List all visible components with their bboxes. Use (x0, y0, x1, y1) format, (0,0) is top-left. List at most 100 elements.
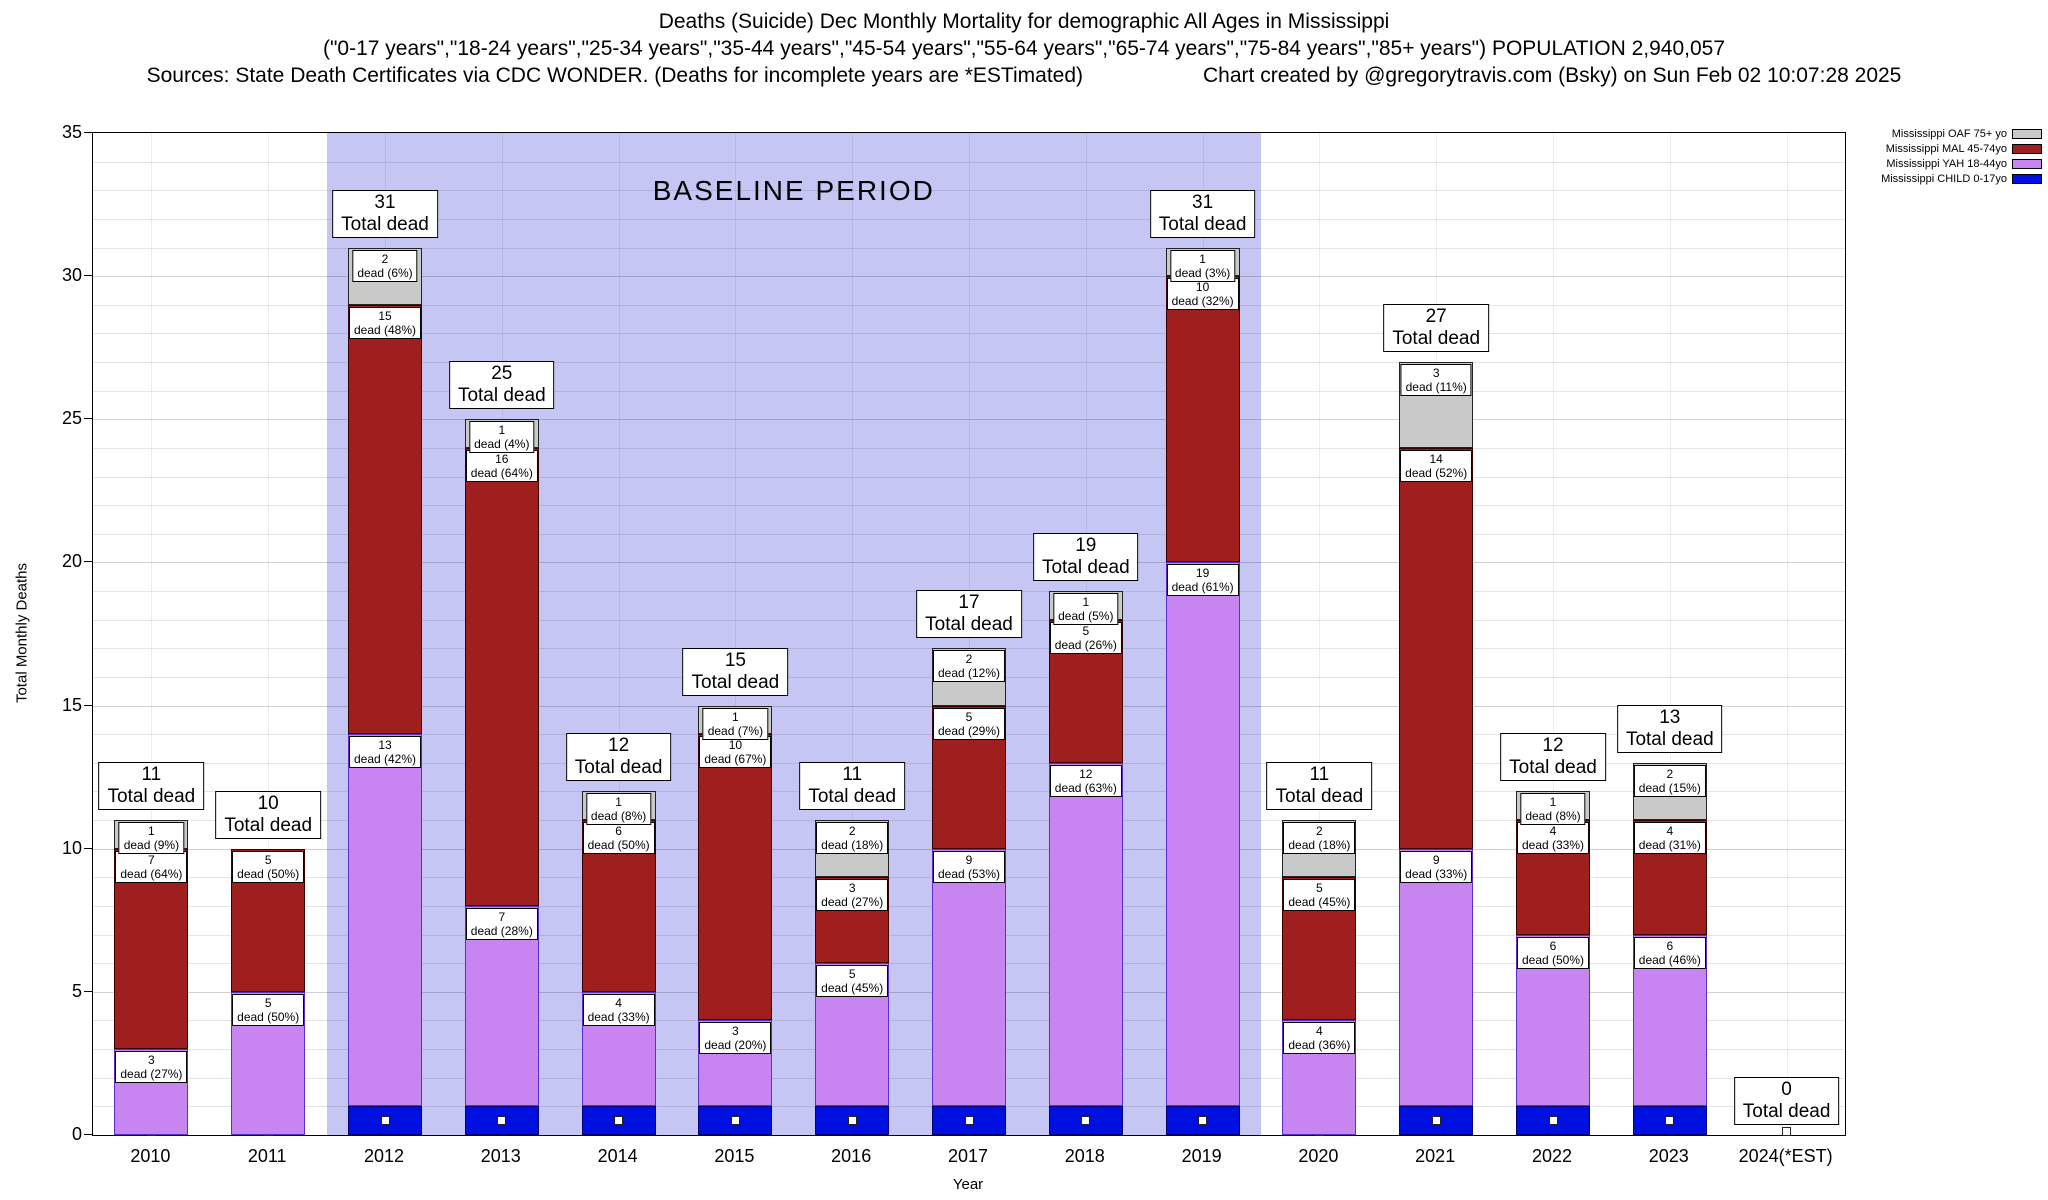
bar-segment (1165, 276, 1240, 563)
chart-sources-note: Sources: State Death Certificates via CD… (146, 64, 1084, 87)
x-axis-tick-label: 2012 (363, 1146, 405, 1166)
segment-label: 4 dead (36%) (1283, 1022, 1356, 1055)
segment-label: 1 dead (8%) (585, 793, 652, 826)
legend-item: Mississippi CHILD 0-17yo (1881, 173, 2042, 185)
y-axis-tick-label: 30 (61, 265, 82, 286)
segment-label: 3 dead (11%) (1400, 364, 1472, 397)
segment-label: 7 dead (64%) (115, 850, 188, 883)
segment-label: 5 dead (26%) (1049, 621, 1122, 654)
bar-segment (1399, 848, 1474, 1107)
bar-segment (348, 734, 422, 1107)
segment-label: 1 dead (7%) (702, 707, 769, 740)
data-point-marker (1081, 1116, 1091, 1126)
data-point-marker (1665, 1116, 1675, 1126)
segment-label: 12 dead (63%) (1049, 764, 1122, 797)
gridline-horizontal (93, 505, 1845, 507)
total-dead-label: 11 Total dead (799, 762, 906, 811)
x-axis-tick-label: 2021 (1415, 1146, 1456, 1166)
data-point-marker (730, 1116, 740, 1126)
gridline-vertical (618, 133, 620, 1135)
segment-label: 5 dead (50%) (232, 993, 305, 1026)
y-axis-tick-label: 15 (61, 694, 82, 715)
gridline-horizontal (93, 161, 1845, 163)
x-axis-tick-label: 2020 (1298, 1146, 1339, 1166)
data-point-marker (847, 1116, 857, 1126)
segment-label: 2 dead (12%) (932, 650, 1006, 683)
gridline-horizontal (93, 562, 1845, 564)
legend-item: Mississippi MAL 45-74yo (1886, 143, 2042, 155)
total-dead-label: 10 Total dead (215, 790, 322, 839)
segment-label: 1 dead (9%) (118, 822, 185, 855)
segment-label: 13 dead (42%) (348, 736, 422, 769)
segment-label: 3 dead (27%) (816, 879, 889, 912)
bar-segment (1399, 447, 1474, 849)
total-dead-label: 15 Total dead (682, 647, 789, 696)
x-axis-tick-label: 2017 (947, 1146, 989, 1166)
segment-label: 7 dead (28%) (465, 907, 538, 940)
x-axis-tick-label: 2014 (597, 1146, 638, 1166)
data-point-marker (614, 1116, 624, 1126)
total-dead-label: 0 Total dead (1733, 1077, 1840, 1125)
chart-legend: Mississippi OAF 75+ yo Mississippi MAL 45… (1881, 128, 2042, 185)
y-axis-tick-label: 20 (61, 551, 82, 572)
x-axis-tick-label: 2010 (130, 1146, 171, 1166)
bar-segment (698, 734, 773, 1021)
legend-item-label: Mississippi CHILD 0-17yo (1881, 173, 2007, 185)
chart-title-line1: Deaths (Suicide) Dec Monthly Mortality f… (658, 10, 1390, 33)
segment-label: 5 dead (29%) (932, 707, 1006, 740)
legend-item-label: Mississippi YAH 18-44yo (1886, 158, 2007, 170)
bar-segment (1048, 762, 1123, 1107)
y-axis-tick-label: 5 (71, 980, 82, 1001)
segment-label: 6 dead (46%) (1633, 936, 1706, 969)
segment-label: 10 dead (32%) (1166, 278, 1239, 311)
x-axis-tick-label: 2018 (1064, 1146, 1105, 1166)
plot-area: BASELINE PERIOD 3 dead (27%) 7 dead (64%) 1 de… (92, 132, 1846, 1136)
chart-title-line2: ("0-17 years","18-24 years","25-34 years… (322, 37, 1726, 60)
segment-label: 3 dead (20%) (699, 1022, 772, 1055)
legend-item: Mississippi OAF 75+ yo (1892, 128, 2042, 140)
gridline-vertical (1786, 133, 1788, 1135)
gridline-vertical (1553, 133, 1554, 1135)
segment-label: 2 dead (15%) (1633, 764, 1706, 797)
x-axis-tick-label: 2011 (247, 1146, 287, 1166)
chart-credit-note: Chart created by @gregorytravis.com (Bsk… (1203, 64, 1902, 87)
legend-item: Mississippi YAH 18-44yo (1886, 158, 2042, 170)
segment-label: 9 dead (53%) (932, 850, 1006, 883)
total-dead-label: 13 Total dead (1616, 704, 1723, 753)
total-dead-label: 17 Total dead (916, 590, 1022, 639)
data-point-marker (380, 1116, 390, 1126)
segment-label: 4 dead (33%) (1516, 822, 1590, 855)
segment-label: 3 dead (27%) (115, 1051, 188, 1084)
gridline-horizontal (93, 190, 1845, 192)
segment-label: 2 dead (18%) (816, 822, 889, 855)
segment-label: 2 dead (18%) (1283, 822, 1356, 855)
x-axis-tick-label: 2019 (1181, 1146, 1222, 1166)
gridline-vertical (151, 133, 153, 1135)
x-axis-title: Year (952, 1176, 984, 1193)
chart-titles: Deaths (Suicide) Dec Monthly Mortality f… (0, 8, 2048, 89)
x-axis-tick-label: 2022 (1531, 1146, 1573, 1166)
segment-label: 4 dead (31%) (1633, 822, 1706, 855)
total-dead-label: 31 Total dead (332, 189, 438, 238)
legend-color-swatch (2012, 174, 2042, 184)
data-point-marker (964, 1116, 974, 1126)
gridline-horizontal (93, 390, 1845, 392)
segment-label: 5 dead (50%) (232, 850, 305, 883)
segment-label: 1 dead (3%) (1169, 249, 1236, 282)
y-axis-tick-label: 0 (71, 1124, 82, 1144)
segment-label: 10 dead (67%) (699, 736, 772, 769)
gridline-horizontal (93, 419, 1845, 421)
gridline-horizontal (93, 276, 1845, 278)
data-point-marker (1548, 1116, 1558, 1126)
total-dead-label: 12 Total dead (565, 733, 672, 782)
total-dead-label: 19 Total dead (1032, 533, 1139, 582)
x-axis-tick-label: 2015 (714, 1146, 755, 1166)
total-dead-label: 12 Total dead (1500, 733, 1606, 782)
y-axis-tick-mark (84, 704, 93, 706)
bar-segment (464, 447, 539, 906)
gridline-vertical (268, 133, 270, 1135)
y-axis-tick-mark (84, 275, 93, 277)
gridline-horizontal (93, 476, 1845, 478)
gridline-vertical (1319, 133, 1321, 1135)
